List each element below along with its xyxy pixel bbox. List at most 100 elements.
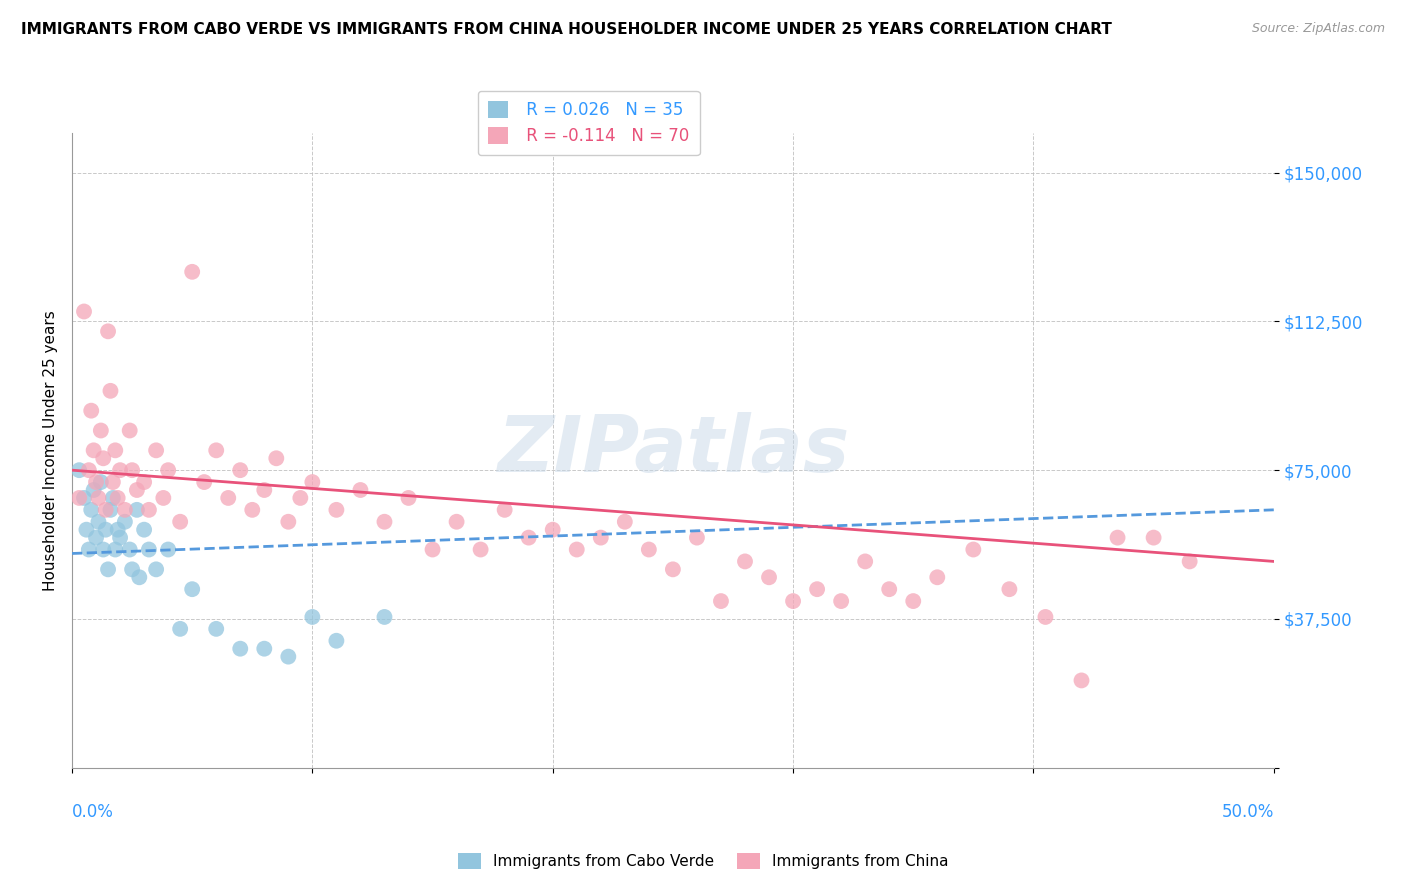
Point (240, 503, 263, 517)
Point (253, 483, 276, 497)
Point (217, 491, 239, 505)
Point (998, 582, 1021, 597)
Point (101, 491, 124, 505)
Point (446, 515, 468, 529)
Point (373, 515, 395, 529)
Point (1035, 610, 1057, 624)
Point (205, 443, 228, 458)
Point (114, 503, 136, 517)
Point (125, 503, 148, 517)
Legend:  R = 0.026   N = 35,  R = -0.114   N = 70: R = 0.026 N = 35, R = -0.114 N = 70 (478, 90, 700, 155)
Point (107, 491, 129, 505)
Point (266, 451, 288, 466)
Text: Source: ZipAtlas.com: Source: ZipAtlas.com (1251, 22, 1385, 36)
Text: ZIPatlas: ZIPatlas (496, 412, 849, 488)
Point (97, 324, 120, 338)
Point (277, 649, 299, 664)
Point (349, 483, 371, 497)
Point (104, 542, 127, 557)
Point (903, 594, 925, 608)
Point (290, 491, 312, 505)
Point (782, 594, 804, 608)
Point (125, 483, 148, 497)
Point (301, 610, 323, 624)
Point (80, 503, 103, 517)
Point (114, 515, 136, 529)
Point (73, 304, 96, 318)
Point (169, 515, 191, 529)
Point (73, 491, 96, 505)
Point (806, 582, 828, 597)
Point (145, 562, 167, 576)
Y-axis label: Householder Income Under 25 years: Householder Income Under 25 years (44, 310, 58, 591)
Point (229, 463, 252, 477)
Point (589, 531, 612, 545)
Point (1107, 531, 1129, 545)
Point (121, 463, 143, 477)
Point (100, 503, 122, 517)
Point (398, 491, 420, 505)
Point (301, 475, 323, 489)
Point (1070, 673, 1092, 688)
Point (97, 562, 120, 576)
Point (565, 542, 588, 557)
Point (101, 475, 124, 489)
Point (1178, 554, 1201, 568)
Point (422, 542, 444, 557)
Point (541, 523, 564, 537)
Point (229, 641, 252, 656)
Point (145, 443, 167, 458)
Point (253, 641, 276, 656)
Point (517, 531, 540, 545)
Point (758, 570, 780, 584)
Point (134, 475, 156, 489)
Point (157, 463, 180, 477)
Point (1142, 531, 1164, 545)
Point (138, 542, 160, 557)
Point (77, 542, 100, 557)
Point (67, 463, 90, 477)
Legend: Immigrants from Cabo Verde, Immigrants from China: Immigrants from Cabo Verde, Immigrants f… (451, 847, 955, 875)
Point (613, 515, 636, 529)
Point (67, 491, 90, 505)
Text: IMMIGRANTS FROM CABO VERDE VS IMMIGRANTS FROM CHINA HOUSEHOLDER INCOME UNDER 25 : IMMIGRANTS FROM CABO VERDE VS IMMIGRANTS… (21, 22, 1112, 37)
Point (108, 531, 131, 545)
Point (927, 570, 949, 584)
Point (128, 570, 150, 584)
Point (90, 424, 112, 438)
Point (662, 562, 685, 576)
Point (77, 463, 100, 477)
Point (75, 523, 97, 537)
Point (138, 503, 160, 517)
Point (830, 594, 852, 608)
Point (87, 491, 110, 505)
Point (325, 503, 347, 517)
Point (80, 403, 103, 417)
Point (710, 594, 733, 608)
Point (181, 265, 204, 279)
Point (94, 523, 117, 537)
Point (118, 424, 141, 438)
Point (877, 582, 900, 597)
Point (277, 515, 299, 529)
Point (83, 443, 105, 458)
Point (181, 582, 204, 597)
Point (108, 463, 131, 477)
Point (104, 443, 127, 458)
Point (83, 483, 105, 497)
Point (205, 622, 228, 636)
Point (134, 523, 156, 537)
Point (962, 542, 984, 557)
Point (94, 503, 117, 517)
Point (494, 503, 516, 517)
Point (152, 491, 174, 505)
Point (91, 542, 114, 557)
Text: 0.0%: 0.0% (72, 803, 114, 821)
Point (853, 554, 876, 568)
Point (84, 475, 107, 489)
Point (325, 633, 347, 648)
Point (157, 542, 180, 557)
Point (470, 542, 492, 557)
Point (84, 531, 107, 545)
Point (193, 475, 215, 489)
